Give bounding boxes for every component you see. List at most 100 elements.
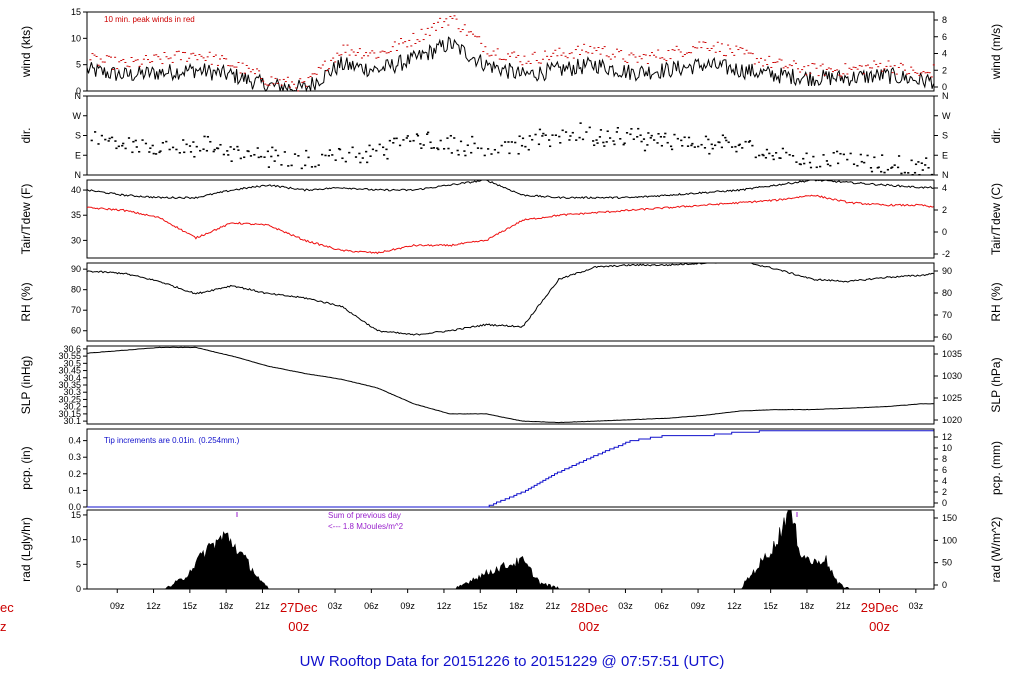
direction-point	[921, 169, 924, 171]
left-tick-label: 40	[71, 185, 81, 195]
direction-point	[744, 140, 747, 143]
direction-point	[524, 145, 527, 148]
direction-point	[579, 122, 582, 124]
direction-point	[115, 147, 118, 150]
direction-point	[304, 164, 307, 167]
x-tick-label: 15z	[473, 601, 488, 611]
right-tick-label: 2	[942, 65, 947, 75]
direction-point	[324, 154, 327, 157]
direction-point	[203, 135, 206, 138]
direction-point	[283, 151, 286, 153]
direction-point	[779, 157, 782, 160]
direction-point	[365, 150, 368, 153]
right-tick-label: W	[942, 111, 951, 121]
y-axis-label-left: wind (kts)	[19, 26, 33, 78]
y-axis-label-left: pcp. (in)	[19, 446, 33, 489]
direction-point	[415, 133, 419, 135]
direction-point	[230, 160, 233, 163]
direction-point	[608, 137, 612, 139]
direction-point	[206, 135, 210, 138]
left-tick-label: W	[73, 111, 82, 121]
direction-point	[148, 151, 151, 153]
panel-annotation: 10 min. peak winds in red	[104, 15, 195, 24]
direction-point	[497, 151, 500, 154]
direction-point	[585, 131, 588, 133]
y-axis-label-right: dir.	[989, 127, 1003, 143]
right-tick-label: 60	[942, 332, 952, 342]
left-tick-label: 0	[76, 86, 81, 96]
direction-point	[131, 151, 134, 154]
direction-point	[893, 164, 896, 166]
direction-point	[490, 153, 493, 155]
direction-point	[917, 161, 920, 163]
direction-point	[378, 143, 381, 146]
direction-point	[317, 164, 320, 166]
y-axis-label-right: pcp. (mm)	[989, 441, 1003, 495]
direction-point	[710, 143, 713, 146]
direction-point	[561, 129, 564, 132]
direction-point	[388, 139, 391, 142]
series-precip	[87, 430, 934, 508]
x-tick-label: 03z	[909, 601, 924, 611]
date-hour-label: 00z	[288, 619, 309, 634]
direction-point	[805, 152, 808, 155]
direction-point	[720, 146, 723, 149]
direction-point	[521, 137, 525, 140]
direction-point	[802, 157, 805, 160]
direction-point	[730, 146, 734, 148]
direction-point	[697, 145, 700, 148]
right-tick-label: 90	[942, 266, 952, 276]
right-tick-label: 0	[942, 498, 947, 508]
direction-point	[175, 148, 178, 151]
direction-point	[236, 145, 239, 148]
direction-point	[159, 150, 162, 152]
left-edge-hour-label: z	[0, 619, 7, 634]
direction-point	[473, 142, 476, 145]
direction-point	[450, 152, 453, 154]
left-tick-label: N	[75, 170, 82, 180]
direction-point	[257, 156, 260, 159]
direction-point	[598, 136, 602, 138]
direction-point	[747, 141, 751, 143]
direction-point	[280, 164, 283, 166]
right-tick-label: 1030	[942, 371, 962, 381]
direction-point	[341, 157, 344, 160]
direction-point	[266, 150, 270, 153]
direction-point	[300, 167, 303, 170]
direction-point	[900, 172, 903, 175]
direction-point	[141, 139, 144, 141]
direction-point	[314, 165, 317, 168]
direction-point	[447, 147, 450, 150]
left-tick-label: 60	[71, 326, 81, 336]
direction-point	[297, 155, 300, 157]
right-tick-label: 100	[942, 535, 957, 545]
direction-point	[808, 161, 812, 164]
x-tick-label: 03z	[328, 601, 343, 611]
direction-point	[593, 144, 596, 147]
direction-point	[358, 152, 361, 155]
direction-point	[212, 150, 215, 153]
date-label: 29Dec	[861, 600, 899, 615]
direction-point	[152, 152, 155, 155]
direction-point	[132, 140, 135, 143]
direction-point	[581, 138, 585, 141]
direction-point	[114, 140, 117, 142]
right-tick-label: 50	[942, 558, 952, 568]
direction-point	[623, 142, 626, 145]
direction-point	[427, 131, 430, 134]
right-tick-label: 1020	[942, 415, 962, 425]
direction-point	[457, 153, 460, 156]
direction-point	[632, 138, 635, 141]
direction-point	[681, 144, 684, 147]
x-tick-label: 09z	[691, 601, 706, 611]
series-Tdew	[86, 194, 934, 255]
direction-point	[571, 131, 574, 134]
direction-point	[920, 162, 923, 165]
direction-point	[171, 146, 175, 149]
panel-temp: 30 35 40 -2 0 2 4 Tair/Tdew (F) Tair/Tdew (C)	[19, 179, 1003, 259]
direction-point	[344, 160, 347, 163]
direction-point	[135, 146, 138, 148]
direction-point	[409, 140, 412, 143]
direction-point	[639, 134, 642, 137]
